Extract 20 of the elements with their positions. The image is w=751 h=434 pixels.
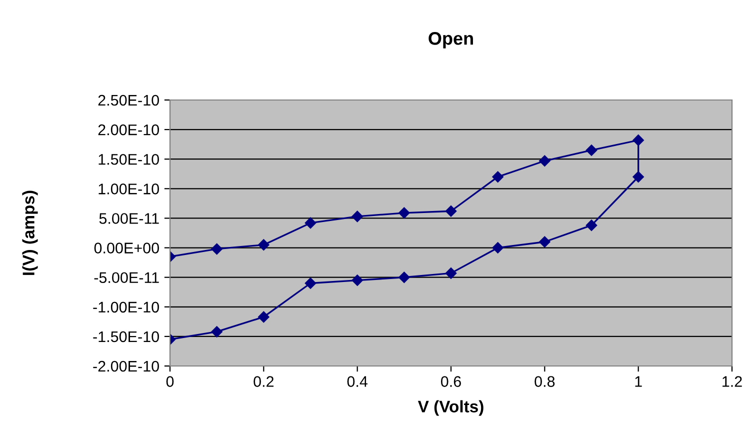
y-tick-label: 0.00E+00 [94, 242, 159, 254]
y-tick-label: -1.50E-10 [93, 331, 159, 342]
y-axis-title: I(V) (amps) [22, 190, 38, 275]
y-tick-label: 1.50E-10 [98, 154, 159, 165]
y-tick-label: 2.00E-10 [98, 124, 159, 136]
x-tick-label: 1.2 [722, 376, 742, 387]
x-tick-label: 0.4 [347, 376, 368, 387]
x-tick-label: 1 [635, 376, 642, 387]
y-tick-label: 2.50E-10 [98, 94, 159, 106]
x-tick-label: 0.2 [254, 376, 274, 387]
y-tick-label: 5.00E-11 [99, 213, 159, 224]
chart-title: Open [428, 32, 473, 48]
x-axis-title: V (Volts) [418, 400, 484, 416]
x-tick-label: 0.8 [534, 376, 555, 387]
y-tick-label: -1.00E-10 [93, 302, 159, 313]
y-tick-label: -5.00E-11 [94, 272, 159, 284]
x-tick-label: 0.6 [440, 376, 461, 387]
y-tick-label: -2.00E-10 [93, 360, 159, 372]
y-tick-label: 1.00E-10 [98, 184, 159, 194]
x-tick-label: 0 [166, 376, 174, 387]
